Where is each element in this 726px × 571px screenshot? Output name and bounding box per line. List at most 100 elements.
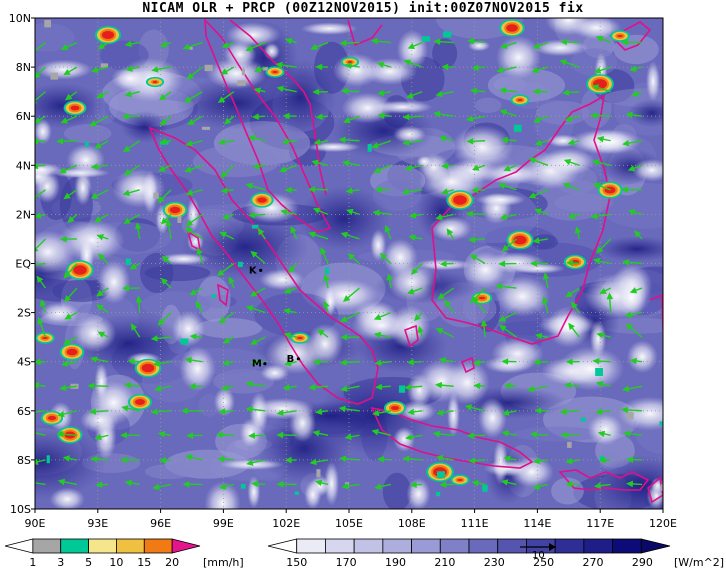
wind-vector-head (123, 217, 131, 224)
wind-vector-head (217, 96, 226, 103)
wind-vector-head (150, 335, 158, 342)
wind-vector-head (471, 64, 479, 72)
wind-vector-head (221, 213, 230, 220)
wind-vector-head (186, 432, 194, 439)
cloud-patch (324, 461, 340, 506)
olr-colorbar-cell (296, 538, 326, 554)
coast-bangka (404, 324, 419, 348)
cloud-patch (97, 260, 131, 304)
wind-vector-head (565, 457, 573, 465)
wind-vector-head (407, 288, 415, 295)
olr-colorbar-cell (554, 538, 585, 554)
wind-vector-head (122, 189, 130, 196)
olr-deep-patch (181, 213, 310, 280)
cloud-patch (39, 302, 80, 325)
wind-vector-head (495, 283, 503, 290)
wind-vector-head (559, 408, 567, 415)
wind-vector-head (97, 253, 106, 261)
wind-vector-head (346, 208, 354, 216)
wind-vector-head (220, 68, 229, 75)
olr-colorbar-cell (325, 538, 355, 554)
wind-vector-head (532, 483, 540, 490)
wind-vector-head (35, 212, 42, 219)
wind-vector-head (188, 383, 196, 390)
wind-vector-head (35, 117, 42, 124)
olr-patch (432, 38, 458, 69)
precip-speck (100, 63, 109, 68)
wind-vector-head (441, 63, 449, 71)
wind-vector-head (312, 207, 321, 214)
wind-vector-head (309, 458, 317, 466)
wind-vector-head (180, 407, 188, 415)
map-title: NICAM OLR + PRCP (00Z12NOV2015) init:00Z… (142, 1, 584, 16)
wind-vector-head (57, 478, 66, 486)
wind-vector-head (467, 38, 475, 45)
precip-speck (513, 124, 522, 132)
wind-vector-head (245, 305, 254, 312)
wind-vector-head (384, 224, 391, 233)
lat-tick-label: 4S (17, 356, 31, 369)
olr-patch (487, 68, 566, 103)
wind-vector-head (565, 290, 573, 298)
wind-vector-head (468, 236, 476, 243)
wind-vector-head (61, 360, 69, 367)
wind-vector-head (312, 358, 320, 366)
precip-speck (436, 471, 446, 479)
wind-vector-head (339, 359, 347, 366)
wind-vector-shaft (35, 262, 46, 266)
prcp-colorbar-cell (88, 538, 117, 554)
wind-vector-head (532, 457, 540, 465)
wind-vector-head (404, 164, 413, 171)
wind-vector-head (338, 405, 346, 413)
precip-speck (177, 215, 182, 223)
wind-vector-head (466, 115, 474, 122)
lon-tick-label: 102E (272, 517, 300, 530)
wind-vector-head (186, 72, 194, 80)
cloud-patch (429, 215, 472, 242)
wind-vector-head (185, 140, 193, 147)
wind-vector-shaft (35, 482, 46, 486)
olr-deep-patch (592, 455, 663, 509)
wind-vector-head (125, 65, 133, 72)
wind-vector-head (88, 408, 96, 415)
wind-vector-head (121, 405, 129, 412)
wind-vector-head (626, 480, 634, 488)
wind-vectors (28, 35, 643, 491)
wind-vector-head (28, 480, 33, 484)
wind-vector-head (253, 87, 262, 94)
wind-vector-head (183, 96, 192, 103)
wind-vector-head (596, 332, 604, 339)
wind-vector-head (284, 359, 292, 367)
wind-vector-head (568, 322, 575, 331)
wind-vector-head (39, 299, 47, 307)
prcp-colorbar-label: 10 (109, 556, 123, 569)
wind-vector-head (342, 116, 351, 124)
lon-tick-label: 96E (150, 517, 171, 530)
cloud-patch (304, 480, 322, 509)
olr-colorbar-cell (468, 538, 499, 554)
wind-vector-head (281, 138, 290, 145)
wind-vector-head (96, 92, 104, 99)
wind-vector-head (502, 409, 510, 416)
coast-sumatra (148, 126, 379, 405)
precip-speck (180, 338, 189, 345)
olr-patch (435, 18, 523, 40)
precip-speck (436, 491, 441, 497)
precip-speck (237, 261, 243, 268)
wind-vector-head (314, 479, 323, 487)
cloud-patch (260, 364, 290, 382)
wind-vector-head (472, 359, 481, 366)
wind-vector-head (339, 455, 347, 463)
wind-vector-head (499, 109, 508, 116)
wind-vector-head (434, 381, 443, 389)
wind-vector-head (245, 182, 254, 190)
wind-vector-head (279, 166, 287, 173)
wind-vector-head (530, 431, 538, 438)
prcp-colorbar-label: 1 (29, 556, 36, 569)
olr-patch (144, 463, 194, 480)
wind-vector-head (187, 118, 195, 126)
wind-vector-head (401, 188, 409, 196)
wind-vector-head (338, 136, 346, 144)
precip-speck (626, 412, 634, 420)
cloud-patch (306, 142, 361, 153)
